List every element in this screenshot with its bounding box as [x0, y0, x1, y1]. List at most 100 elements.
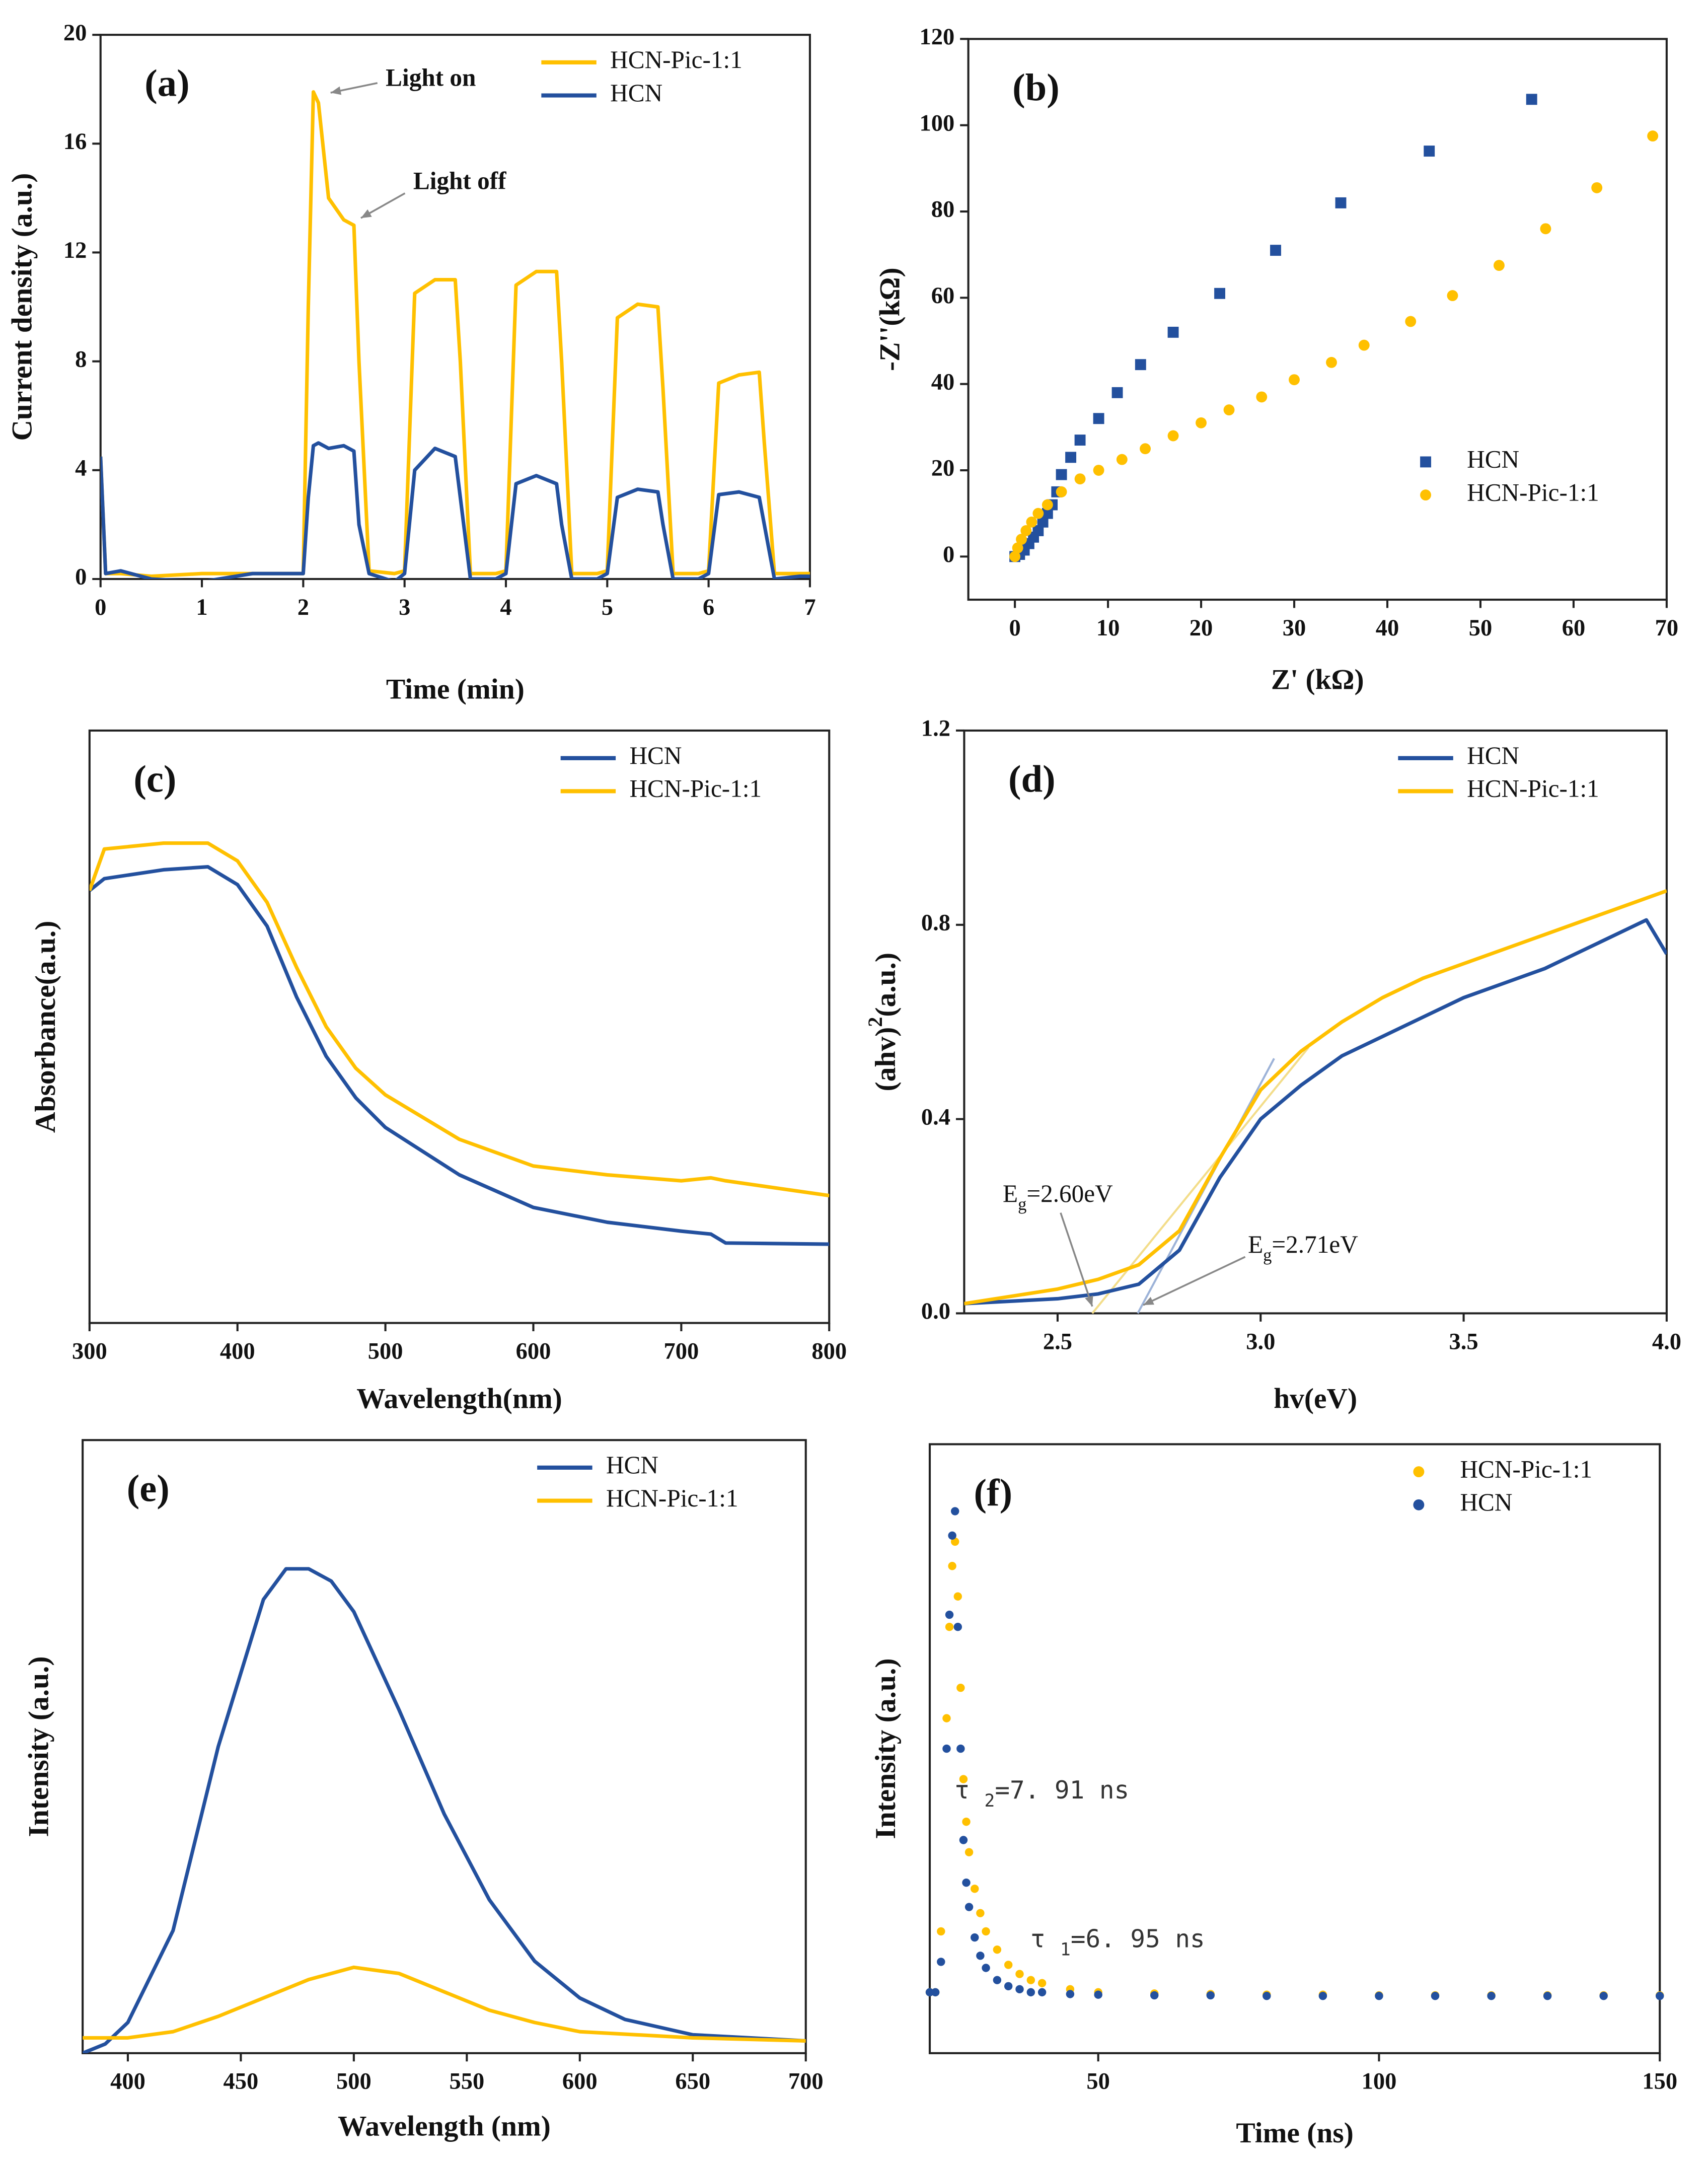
point — [1015, 1985, 1024, 1994]
point — [1093, 465, 1104, 476]
panel-label: (a) — [144, 62, 189, 105]
point — [959, 1775, 968, 1783]
y-axis-label: -Z''(kΩ) — [874, 267, 906, 371]
point — [1032, 525, 1044, 536]
point — [993, 1946, 1002, 1954]
x-tick-label: 500 — [368, 1338, 403, 1364]
legend-label: HCN — [629, 742, 682, 769]
point — [1167, 326, 1179, 338]
x-tick-label: 600 — [562, 2069, 598, 2095]
x-tick-label: 40 — [1376, 615, 1399, 641]
plot-frame — [928, 1443, 1661, 2054]
point — [948, 1562, 956, 1570]
x-tick-label: 500 — [336, 2069, 372, 2095]
point — [1074, 435, 1086, 446]
y-tick-label: 80 — [931, 197, 955, 223]
y-tick-label: 0.4 — [921, 1104, 950, 1130]
point — [1037, 1988, 1047, 1997]
point — [982, 1964, 990, 1972]
point — [948, 1531, 956, 1540]
legend-label: HCN-Pic-1:1 — [610, 46, 742, 74]
panel-label: (e) — [127, 1467, 170, 1510]
point — [959, 1836, 968, 1844]
point — [1012, 542, 1023, 554]
tangent-line — [1091, 1047, 1310, 1314]
x-tick-label: 700 — [788, 2069, 824, 2095]
x-tick-label: 70 — [1655, 615, 1679, 641]
series-line — [83, 1965, 806, 2043]
x-tick-label: 800 — [811, 1338, 847, 1364]
x-tick-label: 550 — [449, 2069, 484, 2095]
text-part: 2 — [985, 1790, 995, 1811]
x-tick-label: 60 — [1562, 615, 1586, 641]
series-line — [89, 841, 830, 1198]
point — [976, 1909, 985, 1917]
x-tick-label: 5 — [602, 595, 613, 620]
point — [1037, 516, 1049, 528]
x-axis-label: Time (ns) — [1236, 2117, 1354, 2149]
annotation: Eg=2.60eV — [1003, 1180, 1113, 1214]
y-axis-label: Current density (a.u.) — [6, 173, 38, 441]
point — [1270, 245, 1281, 256]
y-axis-label: Intensity (a.u.) — [23, 1656, 54, 1837]
point — [1289, 374, 1300, 386]
x-tick-label: 50 — [1086, 2069, 1110, 2095]
arrow-head — [360, 209, 372, 219]
text-part: E — [1248, 1231, 1263, 1258]
series-line — [89, 865, 830, 1246]
point — [950, 1507, 959, 1516]
text-part: (ahv) — [870, 1027, 902, 1092]
y-axis-label: (ahv)2(a.u.) — [864, 953, 902, 1091]
point — [1056, 486, 1067, 497]
series-line — [100, 441, 810, 579]
y-tick-label: 0 — [943, 542, 954, 567]
text-part: =6. 95 ns — [1071, 1924, 1205, 1953]
y-axis-label: Absorbance(a.u.) — [30, 921, 61, 1133]
point — [964, 1848, 974, 1856]
text-part: 2 — [864, 1017, 886, 1027]
point — [1150, 1991, 1159, 2000]
panel-label: (d) — [1008, 758, 1056, 801]
y-tick-label: 40 — [931, 369, 955, 395]
panel: 2.5 3.0 3.5 4.0 0.0 0.4 0.8 1.2 hv(eV) (ahv)2(a.u… — [864, 716, 1681, 1415]
point — [1214, 287, 1225, 299]
point — [1015, 1970, 1024, 1978]
point — [1196, 417, 1207, 428]
legend-label: HCN — [610, 79, 662, 107]
point — [1447, 290, 1458, 302]
point — [964, 1903, 974, 1911]
x-tick-label: 0 — [1009, 615, 1020, 641]
point — [1256, 391, 1268, 403]
point — [1065, 452, 1077, 463]
x-tick-label: 10 — [1096, 615, 1120, 641]
panel-label: (f) — [974, 1471, 1013, 1514]
point — [1167, 430, 1179, 442]
point — [1004, 1961, 1013, 1969]
x-tick-label: 450 — [224, 2069, 259, 2095]
series-line — [964, 918, 1667, 1306]
y-tick-label: 16 — [63, 129, 87, 155]
y-tick-label: 12 — [63, 238, 87, 263]
point — [1206, 1991, 1215, 2000]
x-tick-label: 3.0 — [1246, 1329, 1275, 1354]
point — [1020, 525, 1032, 536]
point — [1026, 516, 1037, 528]
annotation: Eg=2.71eV — [1248, 1231, 1358, 1265]
plot-frame — [963, 729, 1668, 1315]
point — [1526, 94, 1537, 105]
y-tick-label: 4 — [75, 455, 87, 481]
point — [1116, 454, 1128, 465]
point — [1647, 130, 1659, 142]
x-tick-label: 400 — [110, 2069, 145, 2095]
y-tick-label: 0.8 — [921, 910, 950, 935]
plot-frame — [99, 34, 811, 581]
plot-frame — [967, 38, 1668, 601]
x-tick-label: 6 — [703, 595, 714, 620]
point — [1074, 473, 1086, 485]
point — [1405, 316, 1417, 327]
x-tick-label: 600 — [516, 1338, 551, 1364]
point — [993, 1976, 1002, 1984]
y-tick-label: 20 — [63, 20, 87, 46]
annotation: Light on — [386, 64, 476, 92]
